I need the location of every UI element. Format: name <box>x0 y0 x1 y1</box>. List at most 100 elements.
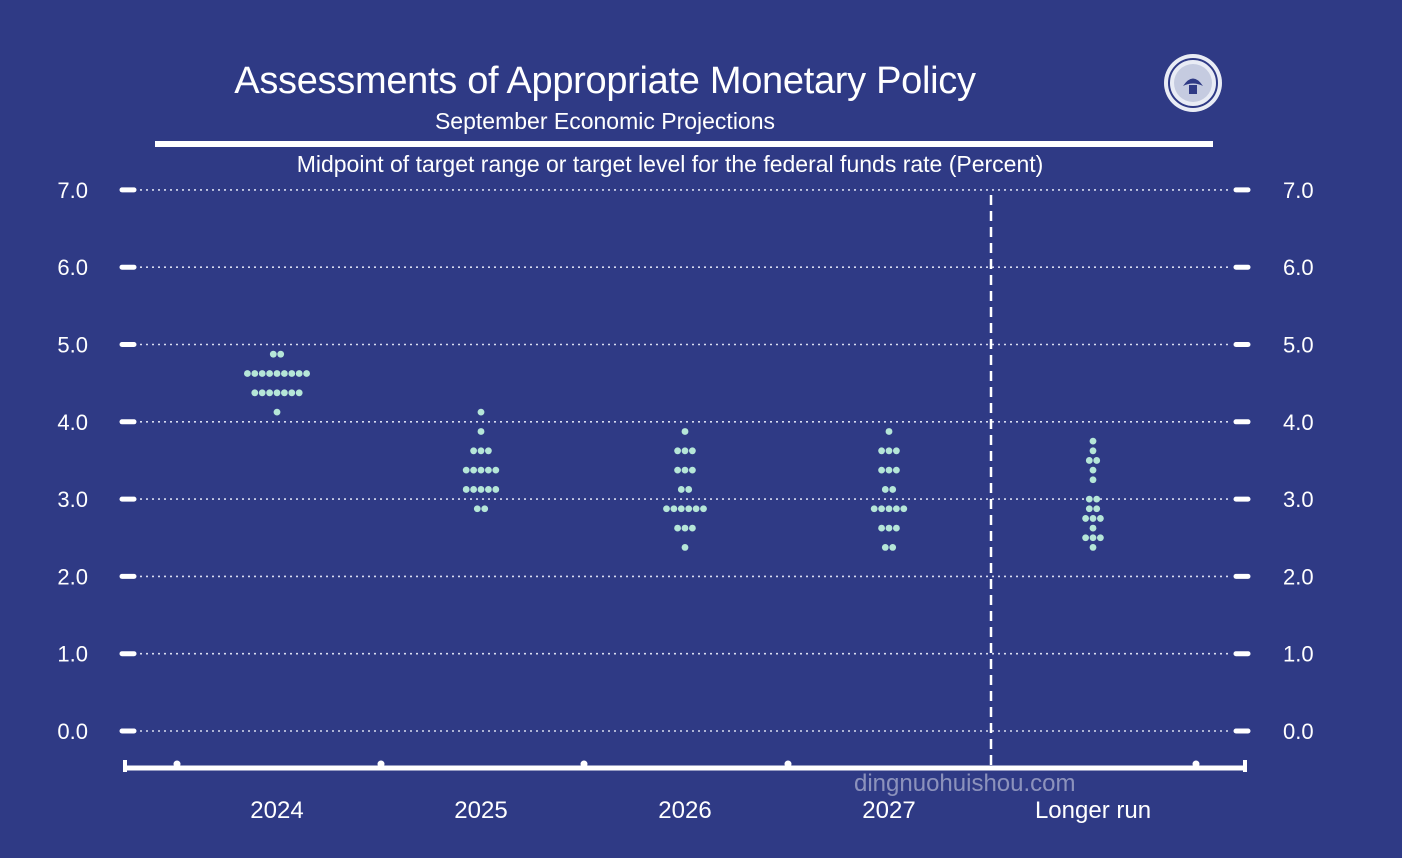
x-axis-divider-tick <box>173 760 181 768</box>
data-dot <box>681 428 689 435</box>
data-dot <box>677 505 685 513</box>
data-dot <box>1089 544 1097 551</box>
y-tick-label-right: 1.0 <box>1283 642 1314 667</box>
data-dot <box>677 486 685 493</box>
data-dot <box>670 505 678 513</box>
data-dot <box>295 370 303 377</box>
data-dot <box>1085 495 1093 503</box>
data-dot <box>1093 495 1101 503</box>
data-dot <box>900 505 908 513</box>
x-axis-divider-tick <box>377 760 385 768</box>
x-category-label: 2024 <box>250 797 303 824</box>
x-category-label: 2026 <box>658 797 711 824</box>
data-dot <box>663 505 670 513</box>
data-dot <box>881 486 889 493</box>
data-dot <box>295 389 303 397</box>
data-dot <box>1082 515 1089 522</box>
data-dot <box>288 389 296 397</box>
data-dot <box>462 486 470 493</box>
data-dot <box>303 370 310 377</box>
data-dot <box>889 486 897 493</box>
data-dot <box>870 505 878 513</box>
data-dot <box>251 389 259 397</box>
data-dot <box>477 447 485 455</box>
data-dot <box>893 524 900 532</box>
data-dot <box>462 466 470 474</box>
y-tick-label-left: 4.0 <box>57 410 88 435</box>
data-dot <box>893 466 900 474</box>
y-tick-label-left: 3.0 <box>57 487 88 512</box>
data-dot <box>273 389 281 397</box>
data-dot <box>244 370 251 377</box>
data-dot <box>885 505 893 513</box>
data-dot <box>689 447 696 455</box>
x-category-label: Longer run <box>1035 797 1151 824</box>
data-dot <box>277 350 285 358</box>
data-dot <box>266 370 273 377</box>
data-dot <box>473 505 481 513</box>
data-dot <box>878 524 885 532</box>
y-tick-label-right: 2.0 <box>1283 564 1314 589</box>
data-dot <box>273 408 281 416</box>
y-tick-label-right: 3.0 <box>1283 487 1314 512</box>
y-tick-label-left: 0.0 <box>57 719 88 744</box>
y-tick-label-right: 6.0 <box>1283 255 1314 280</box>
data-dot <box>477 466 485 474</box>
data-dot <box>281 389 288 397</box>
data-dot <box>1085 505 1093 513</box>
data-dot <box>1093 457 1101 464</box>
data-dot <box>1089 534 1097 542</box>
y-tick-label-left: 1.0 <box>57 642 88 667</box>
x-axis-divider-tick <box>580 760 588 768</box>
data-dot <box>288 370 296 377</box>
y-tick-label-right: 7.0 <box>1283 178 1314 203</box>
data-dot <box>281 370 288 377</box>
page-subtitle: September Economic Projections <box>434 108 776 134</box>
data-dot <box>492 486 500 493</box>
y-tick-label-left: 2.0 <box>57 564 88 589</box>
data-dot <box>1089 466 1097 474</box>
data-dot <box>893 447 900 455</box>
data-dot <box>681 447 689 455</box>
data-dot <box>1089 524 1097 532</box>
chart-title: Midpoint of target range or target level… <box>297 151 1044 177</box>
data-dot <box>1097 515 1104 522</box>
data-dot <box>273 370 281 377</box>
data-dot <box>885 447 893 455</box>
data-dot <box>878 447 885 455</box>
federal-reserve-seal-icon <box>1164 54 1222 112</box>
y-tick-label-left: 5.0 <box>57 333 88 358</box>
data-dot <box>681 466 689 474</box>
data-dot <box>885 466 893 474</box>
data-dot <box>477 486 485 493</box>
y-tick-label-right: 0.0 <box>1283 719 1314 744</box>
data-dot <box>889 544 897 551</box>
data-dot <box>470 447 477 455</box>
data-dot <box>689 524 696 532</box>
data-dot <box>1089 515 1097 522</box>
data-dot <box>1089 447 1097 455</box>
data-dot <box>485 486 492 493</box>
data-dot <box>477 428 485 435</box>
data-dot <box>674 466 681 474</box>
title-rule <box>155 141 1213 147</box>
data-dot <box>885 428 893 435</box>
y-tick-label-right: 4.0 <box>1283 410 1314 435</box>
data-dot <box>700 505 707 513</box>
data-dot <box>258 370 266 377</box>
data-dot <box>878 466 885 474</box>
data-dot <box>881 544 889 551</box>
watermark: dingnuohuishou.com <box>854 770 1076 797</box>
data-dot <box>893 505 900 513</box>
y-tick-label-left: 6.0 <box>57 255 88 280</box>
data-dot <box>470 466 477 474</box>
data-dot <box>485 466 492 474</box>
data-dot <box>674 524 681 532</box>
data-dot <box>251 370 259 377</box>
data-dot <box>1085 457 1093 464</box>
y-tick-label-left: 7.0 <box>57 178 88 203</box>
data-dot <box>266 389 273 397</box>
y-tick-label-right: 5.0 <box>1283 333 1314 358</box>
data-dot <box>681 544 689 551</box>
data-dot <box>269 350 277 358</box>
